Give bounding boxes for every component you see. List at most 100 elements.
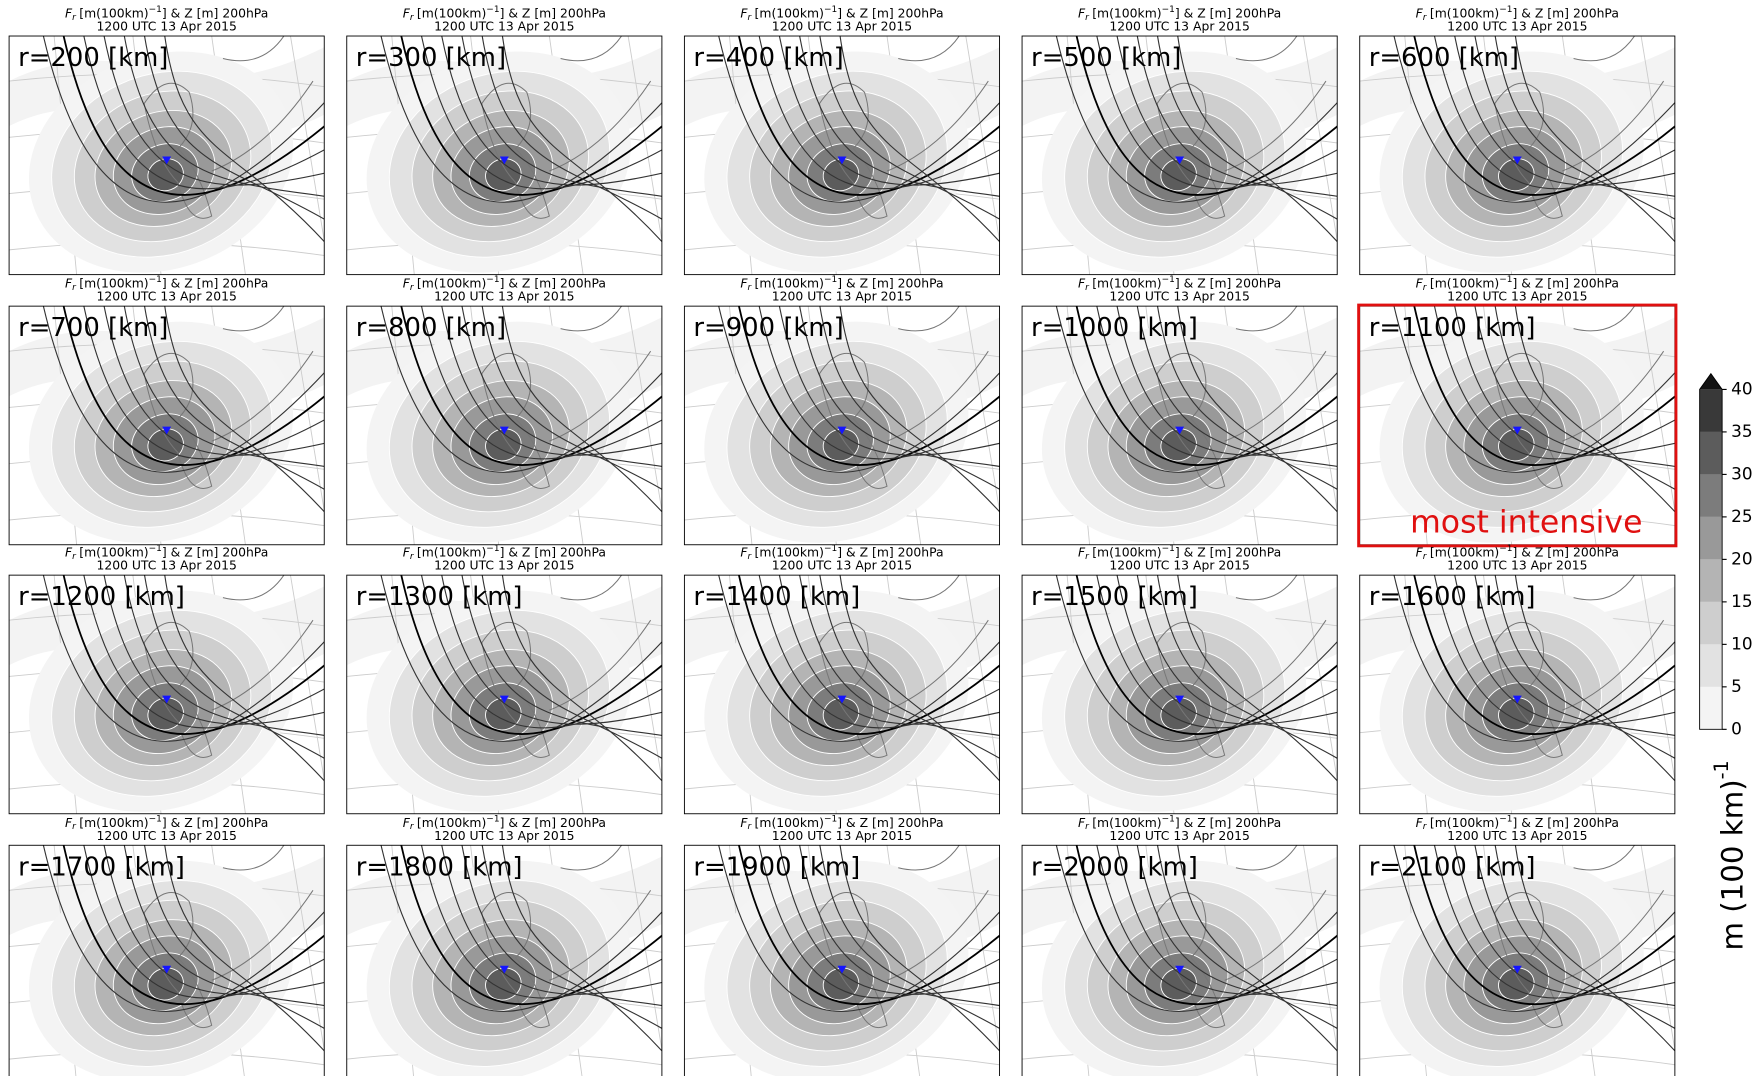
- colorbar-bin: [1700, 389, 1723, 431]
- title-rest: ] & Z [m] 200hPa: [1175, 545, 1281, 559]
- title-subscript: r: [1085, 552, 1090, 562]
- title-unit: [m(100km): [417, 545, 486, 559]
- panel-time: 1200 UTC 13 Apr 2015: [1109, 290, 1249, 304]
- colorbar-tick-label: 0: [1731, 718, 1742, 738]
- colorbar-tick-label: 20: [1731, 548, 1752, 568]
- colorbar-tick-label: 25: [1731, 506, 1752, 526]
- title-exponent: −1: [1162, 814, 1175, 824]
- colorbar-tick-label: 30: [1731, 463, 1752, 483]
- colorbar-bin: [1700, 602, 1723, 644]
- colorbar-tick-label: 40: [1731, 378, 1752, 398]
- title-subscript: r: [1423, 822, 1428, 832]
- radius-label: r=1800 [km]: [356, 852, 523, 882]
- title-unit: [m(100km): [79, 545, 148, 559]
- radius-label: r=1000 [km]: [1031, 313, 1198, 343]
- title-exponent: −1: [824, 275, 837, 285]
- title-subscript: r: [410, 283, 415, 293]
- title-subscript: r: [1085, 283, 1090, 293]
- panel-time: 1200 UTC 13 Apr 2015: [1109, 559, 1249, 573]
- radius-label: r=1200 [km]: [18, 582, 185, 612]
- title-rest: ] & Z [m] 200hPa: [1513, 815, 1619, 829]
- title-subscript: r: [410, 822, 415, 832]
- title-subscript: r: [410, 12, 415, 22]
- title-subscript: r: [410, 552, 415, 562]
- panel-time: 1200 UTC 13 Apr 2015: [772, 829, 912, 843]
- title-exponent: −1: [824, 544, 837, 554]
- title-unit: [m(100km): [755, 545, 824, 559]
- panel-time: 1200 UTC 13 Apr 2015: [1447, 829, 1587, 843]
- title-unit: [m(100km): [417, 6, 486, 20]
- title-exponent: −1: [1162, 5, 1175, 15]
- title-unit: [m(100km): [1092, 276, 1161, 290]
- title-exponent: −1: [824, 5, 837, 15]
- title-unit: [m(100km): [1092, 545, 1161, 559]
- radius-label: r=400 [km]: [693, 43, 843, 73]
- title-exponent: −1: [1499, 275, 1512, 285]
- title-subscript: r: [1423, 552, 1428, 562]
- annotation: most intensive: [1410, 504, 1642, 540]
- title-rest: ] & Z [m] 200hPa: [1175, 276, 1281, 290]
- title-unit: [m(100km): [79, 276, 148, 290]
- title-subscript: r: [72, 822, 77, 832]
- title-unit: [m(100km): [755, 815, 824, 829]
- colorbar-bin: [1700, 517, 1723, 559]
- panel-time: 1200 UTC 13 Apr 2015: [772, 20, 912, 34]
- title-unit: [m(100km): [417, 815, 486, 829]
- panel-time: 1200 UTC 13 Apr 2015: [1109, 829, 1249, 843]
- title-exponent: −1: [1499, 5, 1512, 15]
- title-unit: [m(100km): [417, 276, 486, 290]
- title-unit: [m(100km): [1430, 6, 1499, 20]
- title-subscript: r: [747, 552, 752, 562]
- radius-label: r=1100 [km]: [1369, 313, 1536, 343]
- radius-label: r=200 [km]: [18, 43, 168, 73]
- title-exponent: −1: [149, 814, 162, 824]
- radius-label: r=2000 [km]: [1031, 852, 1198, 882]
- title-unit: [m(100km): [79, 815, 148, 829]
- title-rest: ] & Z [m] 200hPa: [500, 545, 606, 559]
- colorbar-label: m (100 km)-1: [1710, 760, 1749, 950]
- title-rest: ] & Z [m] 200hPa: [837, 815, 943, 829]
- title-unit: [m(100km): [755, 6, 824, 20]
- title-rest: ] & Z [m] 200hPa: [1175, 6, 1281, 20]
- panel-time: 1200 UTC 13 Apr 2015: [772, 290, 912, 304]
- colorbar-extend: [1700, 374, 1723, 390]
- panel-time: 1200 UTC 13 Apr 2015: [1447, 20, 1587, 34]
- title-rest: ] & Z [m] 200hPa: [837, 6, 943, 20]
- title-unit: [m(100km): [1430, 815, 1499, 829]
- radius-label: r=1400 [km]: [693, 582, 860, 612]
- colorbar-bin: [1700, 474, 1723, 516]
- title-rest: ] & Z [m] 200hPa: [500, 815, 606, 829]
- title-subscript: r: [1423, 283, 1428, 293]
- radius-label: r=2100 [km]: [1369, 852, 1536, 882]
- colorbar-tick-label: 5: [1731, 676, 1742, 696]
- radius-label: r=300 [km]: [356, 43, 506, 73]
- title-subscript: r: [747, 822, 752, 832]
- title-exponent: −1: [486, 814, 499, 824]
- colorbar-label-exponent: -1: [1710, 760, 1733, 779]
- colorbar-label-text: m (100 km): [1715, 779, 1749, 950]
- panel-time: 1200 UTC 13 Apr 2015: [96, 290, 236, 304]
- panel-time: 1200 UTC 13 Apr 2015: [1447, 559, 1587, 573]
- panel-time: 1200 UTC 13 Apr 2015: [96, 829, 236, 843]
- radius-label: r=500 [km]: [1031, 43, 1181, 73]
- title-rest: ] & Z [m] 200hPa: [162, 276, 268, 290]
- figure: Fr[m(100km)−1] & Z [m] 200hPa1200 UTC 13…: [0, 0, 1756, 1076]
- radius-label: r=1500 [km]: [1031, 582, 1198, 612]
- radius-label: r=800 [km]: [356, 313, 506, 343]
- panel-time: 1200 UTC 13 Apr 2015: [772, 559, 912, 573]
- colorbar-bin: [1700, 644, 1723, 686]
- title-exponent: −1: [486, 5, 499, 15]
- title-unit: [m(100km): [1430, 276, 1499, 290]
- panel-time: 1200 UTC 13 Apr 2015: [434, 20, 574, 34]
- title-subscript: r: [72, 552, 77, 562]
- title-subscript: r: [747, 12, 752, 22]
- radius-label: r=900 [km]: [693, 313, 843, 343]
- title-subscript: r: [747, 283, 752, 293]
- title-exponent: −1: [486, 275, 499, 285]
- title-exponent: −1: [1499, 544, 1512, 554]
- panel-time: 1200 UTC 13 Apr 2015: [1109, 20, 1249, 34]
- title-unit: [m(100km): [1092, 815, 1161, 829]
- colorbar-bin: [1700, 559, 1723, 601]
- title-exponent: −1: [486, 544, 499, 554]
- title-rest: ] & Z [m] 200hPa: [1513, 276, 1619, 290]
